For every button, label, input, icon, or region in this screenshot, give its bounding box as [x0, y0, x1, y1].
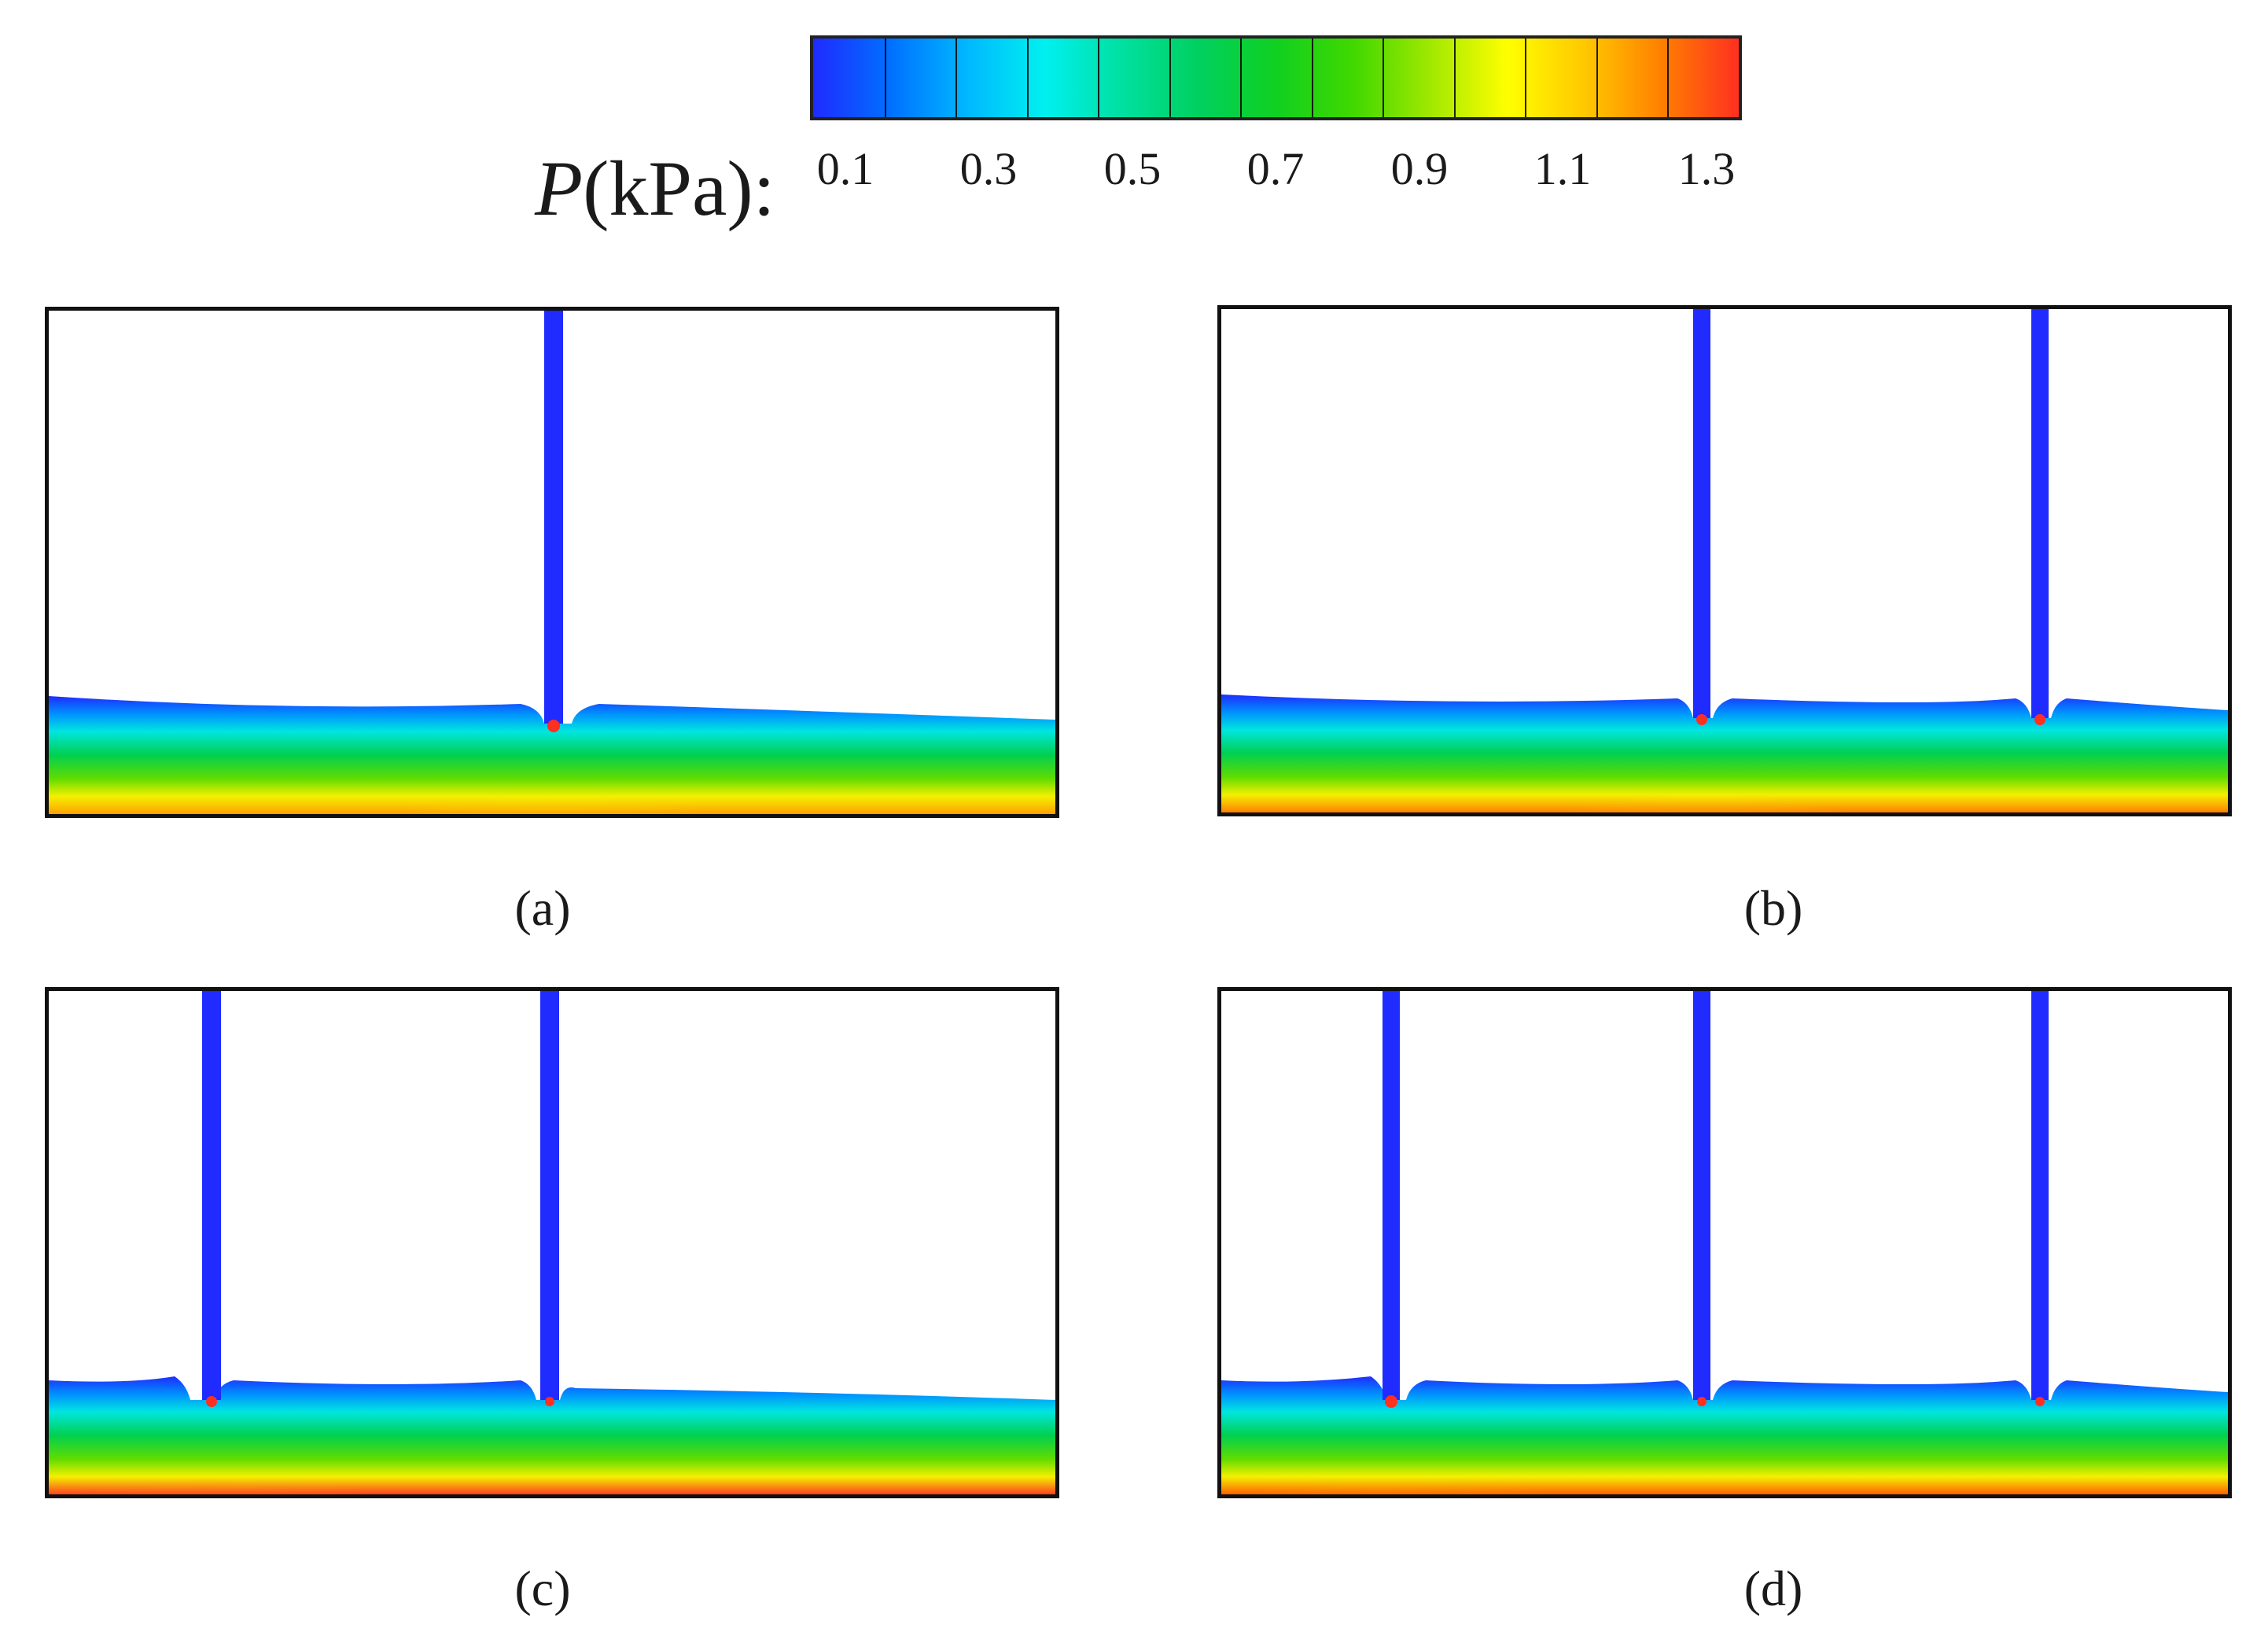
panel-a-contour	[49, 311, 1055, 814]
colorbar-level-divider	[1311, 39, 1313, 117]
pressure-colorbar	[810, 35, 1742, 120]
panel-c-caption: (c)	[514, 1560, 571, 1616]
colorbar-level-divider	[1240, 39, 1243, 117]
colorbar-level-divider	[1453, 39, 1456, 117]
colorbar-gradient	[813, 39, 1739, 117]
colorbar-level-divider	[1098, 39, 1100, 117]
panel-b-caption: (b)	[1743, 880, 1803, 936]
colorbar-ticks: 0.1 0.3 0.5 0.7 0.9 1.1 1.3	[810, 146, 1742, 201]
panel-d-contour	[1221, 991, 2228, 1494]
colorbar-level-divider	[1169, 39, 1171, 117]
colorbar-level-divider	[1383, 39, 1385, 117]
colorbar-level-divider	[955, 39, 958, 117]
panel-c-pressure-field	[45, 987, 1059, 1498]
colorbar-tick: 1.1	[1533, 143, 1592, 194]
colorbar-level-divider	[884, 39, 886, 117]
panel-b-contour	[1221, 309, 2228, 812]
colorbar-level-divider	[1525, 39, 1527, 117]
panel-b-pressure-field	[1217, 305, 2232, 816]
colorbar-level-divider	[1667, 39, 1670, 117]
colorbar-label: P(kPa):	[535, 146, 775, 232]
colorbar-tick: 0.5	[1103, 143, 1162, 194]
colorbar-tick: 0.1	[816, 143, 874, 194]
panel-d-pressure-field	[1217, 987, 2232, 1498]
panel-a-pressure-field	[45, 307, 1059, 818]
colorbar-label-unit: (kPa):	[583, 145, 775, 232]
colorbar-level-divider	[1596, 39, 1598, 117]
panel-c-contour	[49, 991, 1055, 1494]
colorbar-tick: 0.9	[1390, 143, 1449, 194]
colorbar-level-divider	[1026, 39, 1029, 117]
panel-d-caption: (d)	[1743, 1560, 1803, 1616]
colorbar-tick: 0.3	[959, 143, 1018, 194]
colorbar-tick: 0.7	[1246, 143, 1305, 194]
colorbar-label-symbol: P	[535, 145, 584, 232]
panel-a-caption: (a)	[514, 880, 571, 936]
colorbar-tick: 1.3	[1677, 143, 1736, 194]
